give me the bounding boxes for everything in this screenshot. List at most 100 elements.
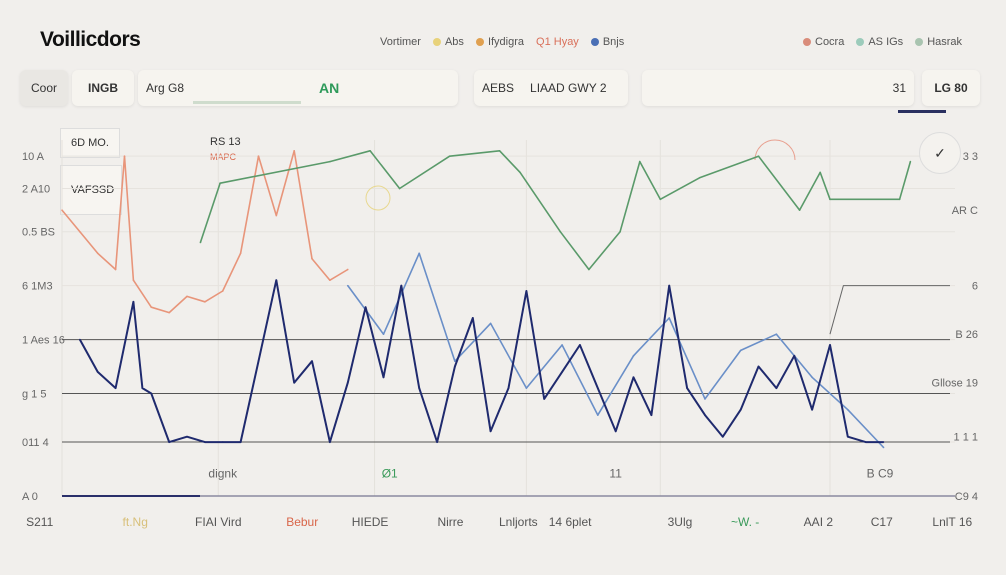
data-point [418,387,421,389]
data-point [829,344,831,346]
x-tick-label: ~W. - [730,515,760,529]
inset-box: VAFSSD [60,165,122,215]
data-point [898,198,901,201]
data-point [722,435,724,438]
x-tick-label: 3Ulg [667,515,693,529]
button-label: LG 80 [934,81,968,95]
check-icon[interactable]: ✓ [919,132,961,174]
data-point [775,387,778,389]
data-point [454,365,456,368]
data-point [96,371,99,373]
data-point [632,376,635,379]
data-point [123,155,126,157]
inset-label: MAPC [210,152,237,162]
y-tick-label: 011 4 [22,437,49,449]
data-point [364,306,367,309]
data-point [329,160,331,163]
chart-annotation: 11 [609,466,622,480]
legend-label: Vortimer [380,36,421,48]
legend-item[interactable]: Vortimer [380,36,421,48]
legend-dot-icon [803,38,811,46]
series-line-3 [79,279,884,444]
data-point [498,149,501,152]
data-point [141,387,144,389]
legend-item[interactable]: AS IGs [856,36,903,48]
data-point [132,301,135,303]
x-tick-label: FIAI Vird [195,515,242,529]
coor-button[interactable]: Coor [20,70,68,106]
data-point [221,290,224,292]
y-tick-label-right: 6 [972,281,978,293]
data-point [293,381,295,384]
x-tick-label: LnlT 16 [932,515,973,529]
data-point [275,214,278,217]
data-point [132,279,135,282]
data-point [739,349,742,352]
data-point [525,387,528,389]
data-point [882,446,885,449]
data-point [448,155,451,157]
data-point [632,354,635,357]
y-tick-label: A 0 [22,491,38,503]
y-tick-label: 2 A10 [22,184,50,196]
y-tick-label-right: 1 1 1 [954,432,978,444]
data-point [757,365,760,368]
legend-left: Vortimer Abs Ifydigra Q1 Hyay Bnjs [380,36,624,48]
legend-dot-icon [432,38,441,46]
data-point [150,392,153,395]
x-tick-label: AAI 2 [803,515,834,529]
data-point [329,279,331,282]
data-point [329,441,331,443]
legend-item[interactable]: Ifydigra [475,36,525,48]
data-point [882,441,885,443]
button-label: INGB [88,81,118,95]
legend-item[interactable]: Abs [432,36,464,48]
data-point [579,344,581,346]
data-point [864,441,867,443]
inset-label: RS 13 [210,136,241,148]
search-input[interactable]: 31 [642,70,914,106]
legend-item[interactable]: Cocra [803,36,844,48]
legend-label: Q1 Hyay [536,36,579,48]
data-point [757,155,760,157]
data-point [61,209,63,211]
data-point [418,252,421,255]
x-tick-label: Lnljorts [498,515,538,529]
data-point [239,441,242,443]
data-point [686,387,688,389]
legend-label: AS IGs [868,36,904,48]
liaad-label: LIAAD GWY 2 [530,81,607,95]
data-point [739,408,742,411]
data-point [454,360,456,362]
data-point [668,317,671,319]
data-point [793,354,796,357]
chart-annotation: dignk [208,466,238,480]
data-point [489,322,492,325]
legend-item[interactable]: Bnjs [590,36,624,48]
data-point [811,376,813,379]
data-point [219,182,221,184]
legend-item[interactable]: Q1 Hyay [536,36,579,48]
x-tick-label: Nirre [437,515,464,529]
legend-dot-icon [475,38,484,46]
aebs-dropdown[interactable]: AEBS LIAAD GWY 2 [474,70,628,106]
range-input[interactable]: Arg G8 AN [138,70,458,106]
data-point [668,284,671,287]
ingb-button[interactable]: INGB [72,70,134,106]
data-point [346,284,349,287]
legend-label: Ifydigra [487,36,525,48]
chart-annotation: Ø1 [382,466,398,480]
data-point [436,441,438,443]
x-tick-label: S211 [26,515,54,529]
y-tick-label-right: AR C [952,205,978,217]
legend-item[interactable]: Hasrak [915,36,962,48]
dashboard-title: Voillicdors [40,28,141,51]
data-point [311,360,313,362]
data-point [847,435,849,438]
x-tick-label: 14 6plet [548,515,592,529]
button-label: Coor [30,81,57,95]
data-point [221,441,224,443]
data-point [275,279,278,282]
lg-button[interactable]: LG 80 [922,70,980,106]
